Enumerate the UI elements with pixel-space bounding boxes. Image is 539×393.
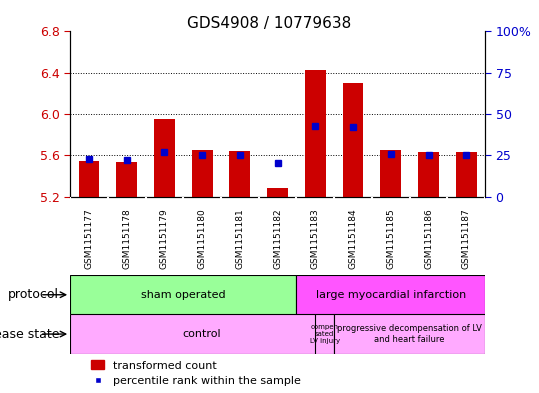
Text: progressive decompensation of LV
and heart failure: progressive decompensation of LV and hea… bbox=[337, 324, 482, 344]
Bar bbox=[70, 275, 296, 314]
Bar bbox=[296, 275, 485, 314]
Text: GSM1151186: GSM1151186 bbox=[424, 208, 433, 269]
Text: GSM1151180: GSM1151180 bbox=[198, 208, 206, 269]
Text: GSM1151178: GSM1151178 bbox=[122, 208, 131, 269]
Text: control: control bbox=[183, 329, 222, 339]
Text: GSM1151179: GSM1151179 bbox=[160, 208, 169, 269]
Bar bbox=[79, 162, 99, 196]
Text: compen
sated
LV injury: compen sated LV injury bbox=[310, 324, 340, 344]
Legend: transformed count, percentile rank within the sample: transformed count, percentile rank withi… bbox=[86, 356, 306, 391]
Text: large myocardial infarction: large myocardial infarction bbox=[316, 290, 466, 300]
Bar bbox=[230, 151, 250, 196]
Text: sham operated: sham operated bbox=[141, 290, 226, 300]
Text: GSM1151183: GSM1151183 bbox=[311, 208, 320, 269]
Bar bbox=[267, 188, 288, 196]
Text: GDS4908 / 10779638: GDS4908 / 10779638 bbox=[188, 16, 351, 31]
Bar bbox=[334, 314, 485, 354]
Text: GSM1151184: GSM1151184 bbox=[349, 208, 357, 269]
Bar bbox=[381, 150, 401, 196]
Text: GSM1151187: GSM1151187 bbox=[462, 208, 471, 269]
Bar bbox=[116, 162, 137, 196]
Bar bbox=[70, 314, 334, 354]
Bar bbox=[305, 70, 326, 196]
Bar bbox=[192, 150, 212, 196]
Text: GSM1151181: GSM1151181 bbox=[236, 208, 244, 269]
Bar bbox=[154, 119, 175, 196]
Bar bbox=[343, 83, 363, 196]
Text: GSM1151177: GSM1151177 bbox=[85, 208, 93, 269]
Text: GSM1151185: GSM1151185 bbox=[386, 208, 395, 269]
Text: GSM1151182: GSM1151182 bbox=[273, 208, 282, 269]
Bar bbox=[456, 152, 476, 196]
Bar bbox=[418, 152, 439, 196]
Text: disease state: disease state bbox=[0, 327, 59, 341]
Text: protocol: protocol bbox=[8, 288, 59, 301]
Bar bbox=[315, 314, 334, 354]
